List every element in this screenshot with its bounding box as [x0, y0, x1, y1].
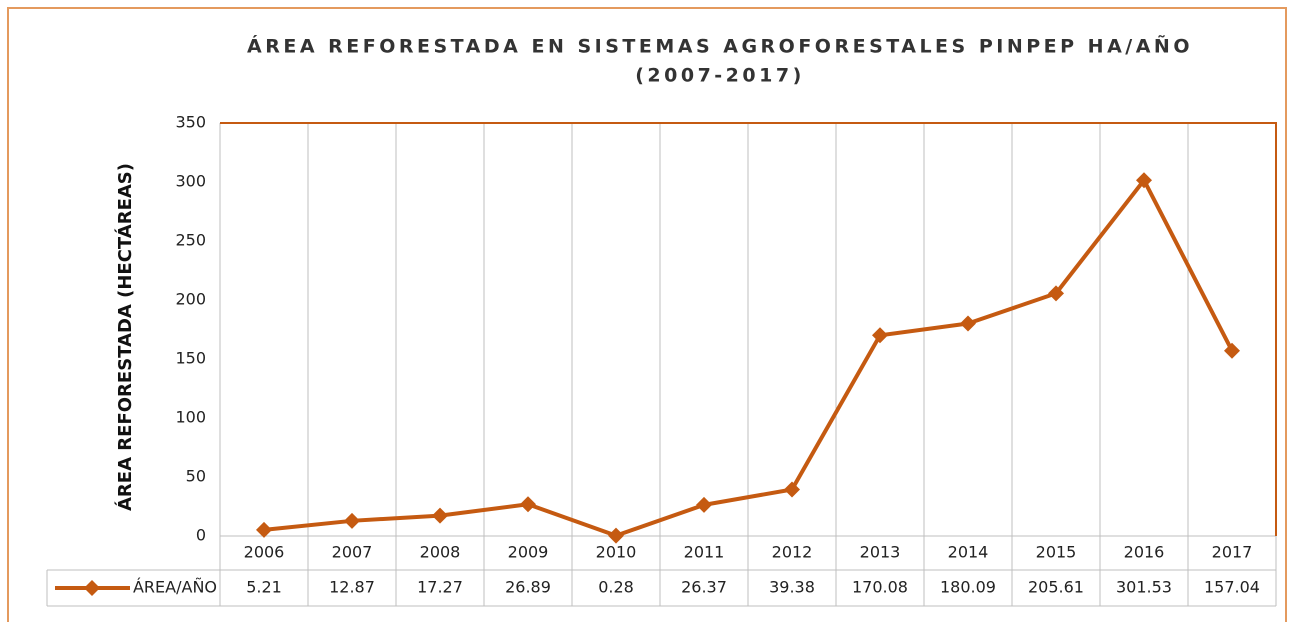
marker: [784, 481, 800, 498]
plot-border: [220, 122, 1277, 536]
x-tick-label: 2009: [508, 543, 549, 562]
y-tick-label: 100: [175, 408, 206, 427]
chart-subtitle: (2007-2017): [635, 65, 805, 87]
marker: [872, 327, 888, 344]
marker: [608, 527, 624, 544]
y-tick-label: 200: [175, 290, 206, 309]
marker: [256, 521, 272, 538]
x-tick-label: 2015: [1036, 543, 1077, 562]
y-tick-label: 350: [175, 113, 206, 132]
marker: [432, 507, 448, 524]
marker: [960, 315, 976, 332]
y-tick-label: 0: [196, 526, 206, 545]
table-value: 12.87: [329, 578, 375, 597]
table-value: 180.09: [940, 578, 996, 597]
marker: [344, 512, 360, 529]
table-value: 157.04: [1204, 578, 1260, 597]
table-value: 205.61: [1028, 578, 1084, 597]
marker: [520, 496, 536, 513]
x-tick-label: 2012: [772, 543, 813, 562]
table-value: 0.28: [598, 578, 634, 597]
table-value: 39.38: [769, 578, 815, 597]
x-tick-label: 2016: [1124, 543, 1165, 562]
chart-title: ÁREA REFORESTADA EN SISTEMAS AGROFORESTA…: [247, 34, 1193, 58]
table-value: 5.21: [246, 578, 282, 597]
y-tick-label: 150: [175, 349, 206, 368]
x-tick-label: 2011: [684, 543, 725, 562]
marker: [696, 496, 712, 513]
x-tick-label: 2007: [332, 543, 373, 562]
legend-label: ÁREA/AÑO: [133, 578, 217, 597]
marker: [1224, 342, 1240, 359]
marker: [1136, 172, 1152, 189]
x-tick-label: 2008: [420, 543, 461, 562]
table-value: 26.37: [681, 578, 727, 597]
y-axis-label: ÁREA REFORESTADA (HECTÁREAS): [114, 163, 136, 511]
table-value: 170.08: [852, 578, 908, 597]
table-value: 17.27: [417, 578, 463, 597]
series-line: [263, 178, 1234, 538]
legend-marker: [84, 580, 100, 596]
x-tick-label: 2013: [860, 543, 901, 562]
x-tick-label: 2010: [596, 543, 637, 562]
table-value: 301.53: [1116, 578, 1172, 597]
table-value: 26.89: [505, 578, 551, 597]
marker: [1048, 285, 1064, 302]
chart-border: [7, 7, 1287, 622]
y-tick-label: 250: [175, 231, 206, 250]
y-tick-label: 300: [175, 172, 206, 191]
x-tick-label: 2006: [244, 543, 285, 562]
y-tick-label: 50: [186, 467, 206, 486]
x-tick-label: 2014: [948, 543, 989, 562]
x-tick-label: 2017: [1212, 543, 1253, 562]
